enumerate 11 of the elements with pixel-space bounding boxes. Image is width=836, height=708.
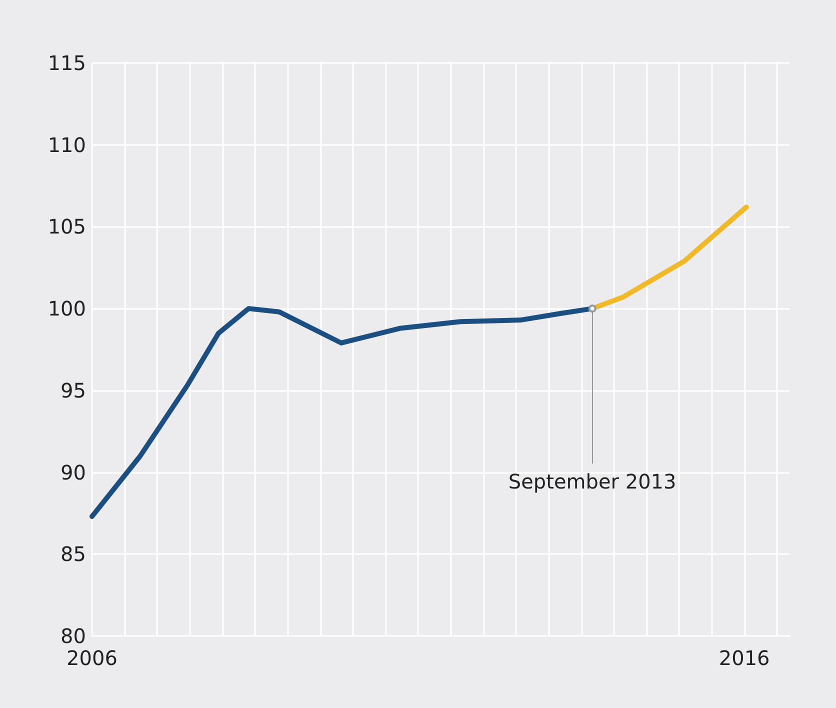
- y-tick-label: 95: [60, 378, 86, 402]
- y-tick-label: 90: [60, 460, 86, 484]
- y-tick-label: 115: [48, 51, 86, 75]
- ref-line-label: September 2013: [508, 470, 676, 494]
- y-tick-label: 110: [48, 132, 86, 157]
- y-tick-label: 80: [60, 624, 86, 648]
- y-tick-label: 100: [48, 296, 86, 321]
- y-tick-label: 105: [48, 214, 86, 239]
- x-tick-label: 2016: [718, 646, 770, 670]
- y-tick-label: 85: [60, 542, 86, 566]
- x-tick-label: 2006: [66, 646, 118, 670]
